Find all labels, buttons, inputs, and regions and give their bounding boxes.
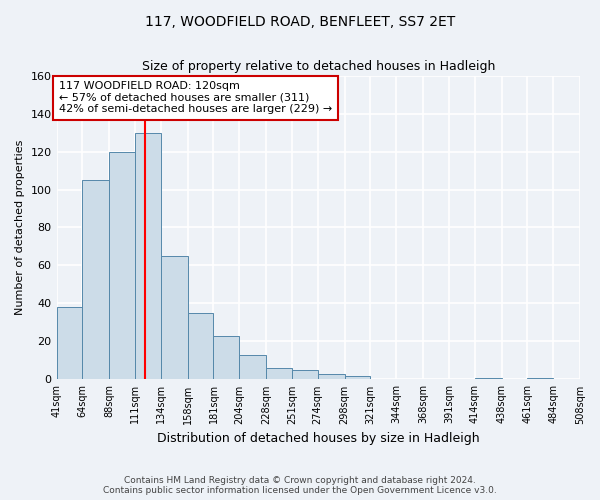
- X-axis label: Distribution of detached houses by size in Hadleigh: Distribution of detached houses by size …: [157, 432, 479, 445]
- Text: 117 WOODFIELD ROAD: 120sqm
← 57% of detached houses are smaller (311)
42% of sem: 117 WOODFIELD ROAD: 120sqm ← 57% of deta…: [59, 82, 332, 114]
- Bar: [188, 313, 214, 380]
- Bar: [161, 256, 188, 380]
- Bar: [318, 374, 344, 380]
- Bar: [527, 378, 553, 380]
- Bar: [266, 368, 292, 380]
- Bar: [109, 152, 135, 380]
- Bar: [214, 336, 239, 380]
- Text: Contains HM Land Registry data © Crown copyright and database right 2024.
Contai: Contains HM Land Registry data © Crown c…: [103, 476, 497, 495]
- Y-axis label: Number of detached properties: Number of detached properties: [15, 140, 25, 315]
- Title: Size of property relative to detached houses in Hadleigh: Size of property relative to detached ho…: [142, 60, 495, 73]
- Bar: [56, 308, 82, 380]
- Bar: [135, 132, 161, 380]
- Bar: [239, 354, 266, 380]
- Bar: [292, 370, 318, 380]
- Bar: [344, 376, 370, 380]
- Bar: [475, 378, 502, 380]
- Text: 117, WOODFIELD ROAD, BENFLEET, SS7 2ET: 117, WOODFIELD ROAD, BENFLEET, SS7 2ET: [145, 15, 455, 29]
- Bar: [82, 180, 109, 380]
